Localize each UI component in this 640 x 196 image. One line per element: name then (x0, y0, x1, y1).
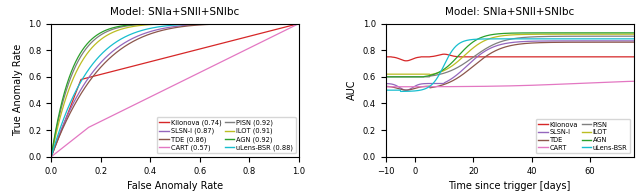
X-axis label: Time since trigger [days]: Time since trigger [days] (449, 181, 571, 191)
Title: Model: SNIa+SNII+SNIbc: Model: SNIa+SNII+SNIbc (445, 7, 574, 17)
Legend: Kilonova (0.74), SLSN-I (0.87), TDE (0.86), CART (0.57), PISN (0.92), ILOT (0.91: Kilonova (0.74), SLSN-I (0.87), TDE (0.8… (157, 117, 296, 153)
Y-axis label: True Anomaly Rate: True Anomaly Rate (13, 44, 22, 136)
Y-axis label: AUC: AUC (348, 80, 357, 100)
X-axis label: False Anomaly Rate: False Anomaly Rate (127, 181, 223, 191)
Legend: Kilonova, SLSN-I, TDE, CART, PISN, ILOT, AGN, uLens-BSR: Kilonova, SLSN-I, TDE, CART, PISN, ILOT,… (536, 119, 630, 153)
Title: Model: SNIa+SNII+SNIbc: Model: SNIa+SNII+SNIbc (111, 7, 240, 17)
